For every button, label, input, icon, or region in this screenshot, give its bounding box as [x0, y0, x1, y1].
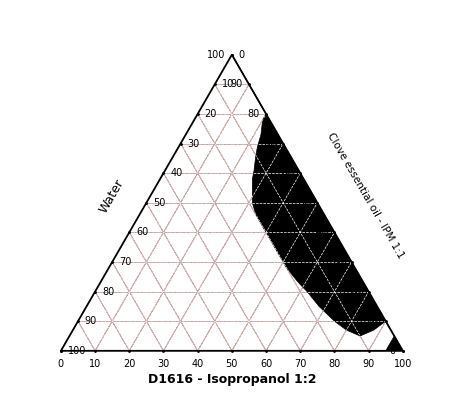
Text: 30: 30	[187, 139, 200, 148]
Text: 60: 60	[281, 168, 293, 178]
Text: 80: 80	[247, 109, 259, 119]
Text: 50: 50	[226, 359, 238, 369]
Text: 40: 40	[170, 168, 182, 178]
Text: 20: 20	[204, 109, 217, 119]
Text: 100: 100	[68, 346, 86, 356]
Text: 100: 100	[393, 359, 412, 369]
Text: D1616 - Isopropanol 1:2: D1616 - Isopropanol 1:2	[147, 373, 316, 386]
Text: 80: 80	[102, 286, 114, 297]
Text: 60: 60	[260, 359, 272, 369]
Text: 0: 0	[239, 50, 245, 60]
Text: 50: 50	[298, 198, 310, 208]
Text: 10: 10	[222, 79, 234, 89]
Text: Water: Water	[97, 177, 127, 215]
Text: 60: 60	[136, 227, 148, 238]
Text: 10: 10	[89, 359, 101, 369]
Text: Clove essential oil - IPM 1:1: Clove essential oil - IPM 1:1	[325, 131, 405, 261]
Text: 70: 70	[264, 139, 276, 148]
Text: 10: 10	[367, 316, 379, 326]
Text: 80: 80	[328, 359, 341, 369]
Text: 90: 90	[363, 359, 375, 369]
Text: 90: 90	[230, 79, 242, 89]
Text: 20: 20	[123, 359, 136, 369]
Text: 100: 100	[207, 50, 225, 60]
Text: 30: 30	[332, 257, 345, 267]
Text: 40: 40	[315, 227, 328, 238]
Text: 20: 20	[349, 286, 362, 297]
Text: 90: 90	[85, 316, 97, 326]
Text: 0: 0	[390, 346, 396, 356]
Text: 40: 40	[191, 359, 204, 369]
Text: 70: 70	[294, 359, 307, 369]
Polygon shape	[232, 55, 403, 351]
Text: 50: 50	[153, 198, 165, 208]
Text: 30: 30	[157, 359, 170, 369]
Text: 70: 70	[119, 257, 131, 267]
Text: 0: 0	[58, 359, 64, 369]
